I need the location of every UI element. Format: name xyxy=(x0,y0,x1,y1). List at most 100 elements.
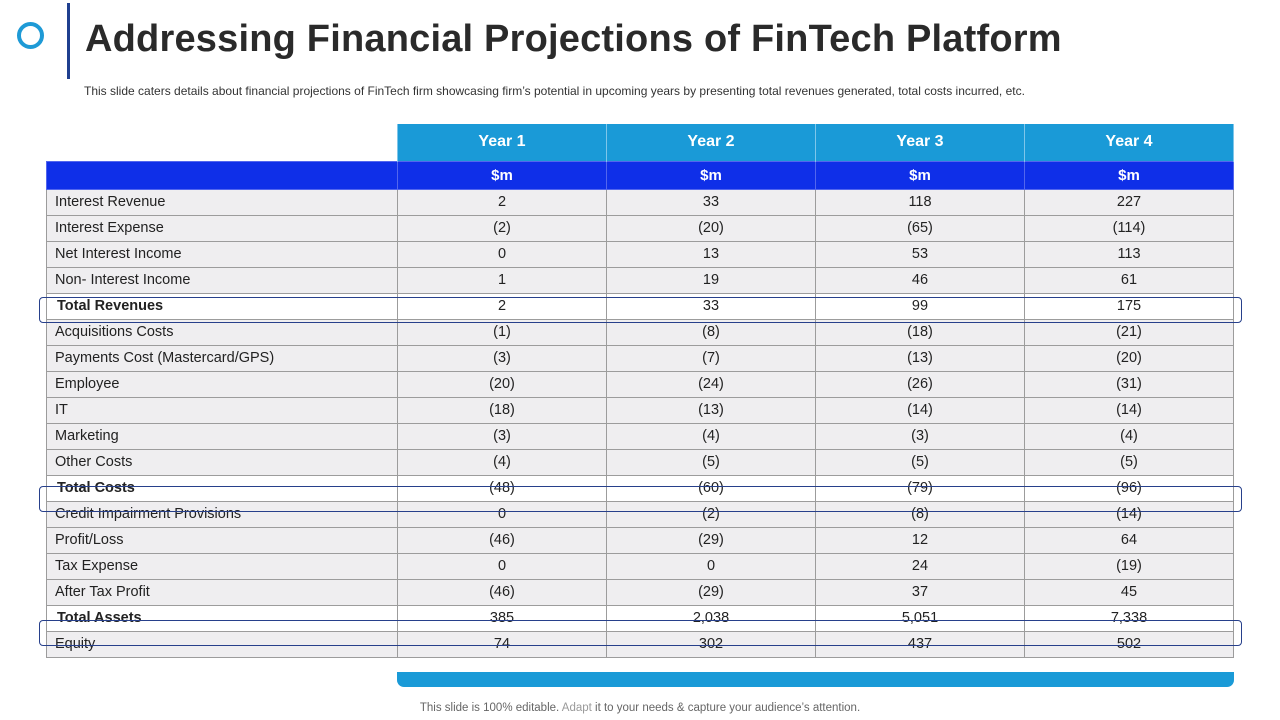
year-4-value: (21) xyxy=(1024,318,1234,346)
year-header: Year 3 xyxy=(815,124,1025,161)
year-1-value: 74 xyxy=(397,630,607,658)
row-label: Marketing xyxy=(46,422,398,450)
year-4-value: 64 xyxy=(1024,526,1234,554)
year-3-value: 24 xyxy=(815,552,1025,580)
page-title: Addressing Financial Projections of FinT… xyxy=(85,18,1062,60)
year-4-value: 7,338 xyxy=(1024,604,1234,632)
unit-header: $m xyxy=(1024,160,1234,190)
page-subtitle: This slide caters details about financia… xyxy=(84,84,1025,98)
row-label: After Tax Profit xyxy=(46,578,398,606)
year-3-value: 5,051 xyxy=(815,604,1025,632)
year-2-value: (24) xyxy=(606,370,816,398)
year-1-value: 0 xyxy=(397,552,607,580)
year-1-value: (4) xyxy=(397,448,607,476)
table-row: Net Interest Income 0 13 53 113 xyxy=(46,240,1234,268)
row-label: IT xyxy=(46,396,398,424)
financial-projections-table: Year 1 Year 2 Year 3 Year 4 $m $m $m $m … xyxy=(46,124,1234,658)
row-label: Profit/Loss xyxy=(46,526,398,554)
year-4-value: (96) xyxy=(1024,474,1234,502)
year-1-value: (3) xyxy=(397,344,607,372)
year-4-value: 61 xyxy=(1024,266,1234,294)
year-1-value: (46) xyxy=(397,578,607,606)
year-2-value: 0 xyxy=(606,552,816,580)
year-header: Year 1 xyxy=(397,124,607,161)
footer-text-3: it to your needs & capture your audience… xyxy=(591,702,861,714)
footer-text-2: Adapt xyxy=(561,702,592,714)
year-2-value: (8) xyxy=(606,318,816,346)
year-1-value: 2 xyxy=(397,292,607,320)
year-2-value: 13 xyxy=(606,240,816,268)
header-blank-cell xyxy=(47,124,398,161)
year-4-value: (19) xyxy=(1024,552,1234,580)
table-row: Employee (20) (24) (26) (31) xyxy=(46,370,1234,398)
year-3-value: 53 xyxy=(815,240,1025,268)
year-header-row: Year 1 Year 2 Year 3 Year 4 xyxy=(47,124,1234,161)
year-2-value: 302 xyxy=(606,630,816,658)
year-3-value: (26) xyxy=(815,370,1025,398)
row-label: Interest Expense xyxy=(46,214,398,242)
row-label: Payments Cost (Mastercard/GPS) xyxy=(46,344,398,372)
year-2-value: (2) xyxy=(606,500,816,528)
table-row-total: Total Assets 385 2,038 5,051 7,338 xyxy=(46,604,1234,632)
year-3-value: (5) xyxy=(815,448,1025,476)
year-1-value: (2) xyxy=(397,214,607,242)
year-2-value: (60) xyxy=(606,474,816,502)
unit-header: $m xyxy=(397,160,607,190)
year-1-value: 0 xyxy=(397,240,607,268)
row-label: Interest Revenue xyxy=(46,188,398,216)
table-row: After Tax Profit (46) (29) 37 45 xyxy=(46,578,1234,606)
financial-table-container: Year 1 Year 2 Year 3 Year 4 $m $m $m $m … xyxy=(46,124,1234,658)
row-label: Total Revenues xyxy=(46,292,398,320)
year-1-value: (18) xyxy=(397,396,607,424)
table-body: Interest Revenue 2 33 118 227 Interest E… xyxy=(46,188,1234,658)
year-3-value: (65) xyxy=(815,214,1025,242)
units-blank-cell xyxy=(46,160,398,190)
year-2-value: (7) xyxy=(606,344,816,372)
year-3-value: 118 xyxy=(815,188,1025,216)
year-3-value: (8) xyxy=(815,500,1025,528)
year-2-value: (29) xyxy=(606,578,816,606)
year-3-value: (14) xyxy=(815,396,1025,424)
year-4-value: 502 xyxy=(1024,630,1234,658)
year-3-value: 12 xyxy=(815,526,1025,554)
year-1-value: (1) xyxy=(397,318,607,346)
table-row: Marketing (3) (4) (3) (4) xyxy=(46,422,1234,450)
table-row: Credit Impairment Provisions 0 (2) (8) (… xyxy=(46,500,1234,528)
year-4-value: (20) xyxy=(1024,344,1234,372)
row-label: Equity xyxy=(46,630,398,658)
unit-header: $m xyxy=(815,160,1025,190)
table-row: Acquisitions Costs (1) (8) (18) (21) xyxy=(46,318,1234,346)
year-4-value: (31) xyxy=(1024,370,1234,398)
footer-text-1: This slide is 100% editable. xyxy=(419,702,562,714)
year-4-value: 113 xyxy=(1024,240,1234,268)
row-label: Non- Interest Income xyxy=(46,266,398,294)
year-2-value: 33 xyxy=(606,188,816,216)
year-2-value: (29) xyxy=(606,526,816,554)
year-2-value: (20) xyxy=(606,214,816,242)
table-row-total: Total Revenues 2 33 99 175 xyxy=(46,292,1234,320)
year-4-value: (5) xyxy=(1024,448,1234,476)
year-2-value: 2,038 xyxy=(606,604,816,632)
year-2-value: (4) xyxy=(606,422,816,450)
year-header: Year 2 xyxy=(606,124,816,161)
year-1-value: (46) xyxy=(397,526,607,554)
year-1-value: 1 xyxy=(397,266,607,294)
year-2-value: (5) xyxy=(606,448,816,476)
title-divider xyxy=(67,3,70,79)
year-3-value: (18) xyxy=(815,318,1025,346)
year-4-value: 45 xyxy=(1024,578,1234,606)
year-3-value: 46 xyxy=(815,266,1025,294)
year-1-value: 2 xyxy=(397,188,607,216)
row-label: Total Assets xyxy=(46,604,398,632)
year-4-value: (14) xyxy=(1024,396,1234,424)
year-1-value: 385 xyxy=(397,604,607,632)
year-1-value: (48) xyxy=(397,474,607,502)
table-row-total: Total Costs (48) (60) (79) (96) xyxy=(46,474,1234,502)
circle-logo-icon xyxy=(17,22,44,49)
year-3-value: (13) xyxy=(815,344,1025,372)
year-3-value: 99 xyxy=(815,292,1025,320)
table-row: Payments Cost (Mastercard/GPS) (3) (7) (… xyxy=(46,344,1234,372)
units-header-row: $m $m $m $m xyxy=(46,160,1234,190)
table-row: Other Costs (4) (5) (5) (5) xyxy=(46,448,1234,476)
year-2-value: 19 xyxy=(606,266,816,294)
